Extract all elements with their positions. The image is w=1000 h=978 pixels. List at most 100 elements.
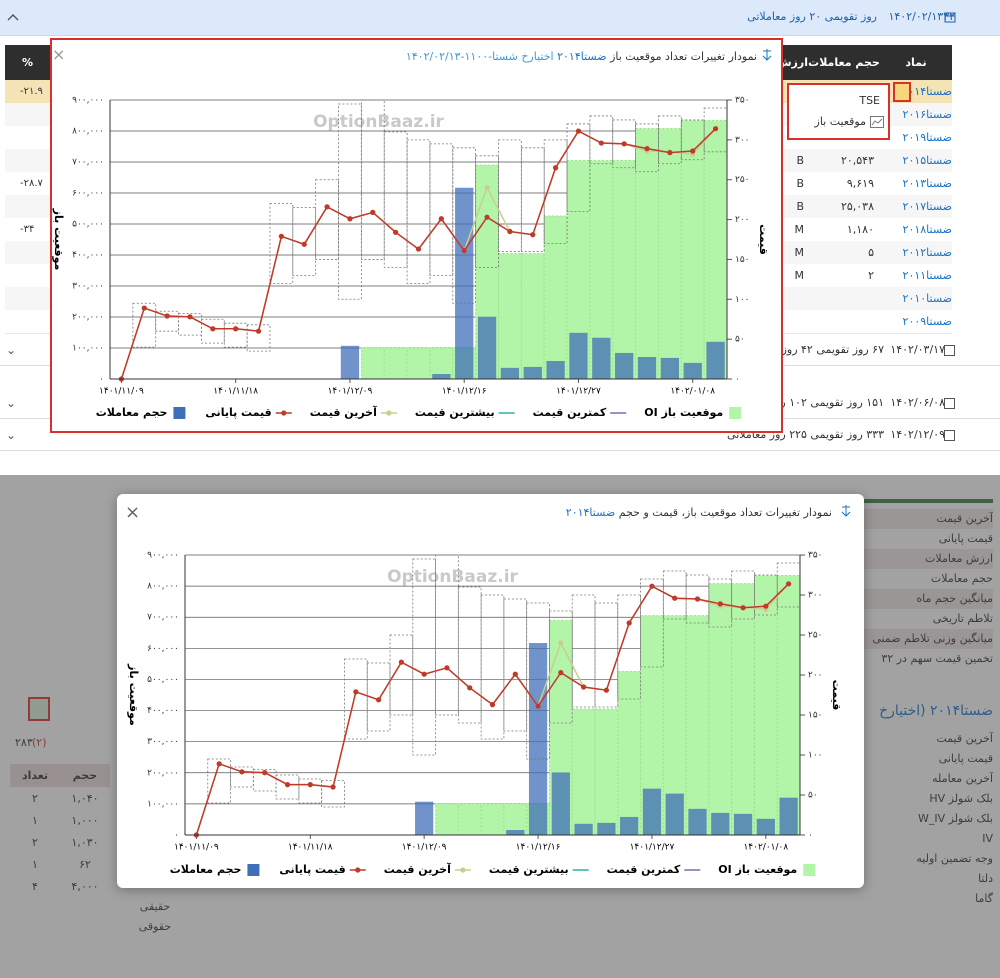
y2-tick-label: ۱۰۰ xyxy=(808,751,823,761)
collapse-icon[interactable] xyxy=(6,10,20,24)
price-range xyxy=(338,103,362,300)
symbol-link[interactable]: ضستا۲۰۱۸ xyxy=(902,223,952,236)
price-point xyxy=(484,185,490,191)
price-point xyxy=(187,314,193,320)
symbol-link[interactable]: ضستا۲۰۱۵ xyxy=(902,154,952,167)
oi-step xyxy=(680,119,705,380)
price-range xyxy=(498,139,522,252)
price-range xyxy=(406,139,431,284)
symbol-link[interactable]: ضستا۲۰۱۱ xyxy=(902,269,952,282)
symbol-link[interactable]: ضستا۲۰۱۴ xyxy=(902,85,952,98)
search-button[interactable] xyxy=(893,82,911,102)
y-tick-label: ۷۰۰,۰۰۰ xyxy=(72,158,104,168)
y2-tick-label: ۳۰۰ xyxy=(735,135,750,145)
menu-item[interactable]: TSE xyxy=(859,94,880,107)
legend-item: بیشترین قیمت xyxy=(489,863,589,876)
price-range xyxy=(594,602,619,708)
collapsed-row[interactable] xyxy=(0,422,1000,451)
y2-tick-label: ۰ xyxy=(808,831,813,841)
volume-bar xyxy=(642,788,662,835)
symbol-link[interactable]: ضستا۲۰۱۳ xyxy=(902,177,952,190)
title-link[interactable]: ضستا۲۰۱۴ xyxy=(565,506,616,519)
y-tick-label: ۸۰۰,۰۰۰ xyxy=(147,582,179,592)
symbol-link[interactable]: ضستا۲۰۰۹ xyxy=(902,315,952,328)
price-point xyxy=(398,659,404,665)
y-tick-label: ۱۰۰,۰۰۰ xyxy=(147,799,179,809)
symbol-link[interactable]: ضستا۲۰۱۷ xyxy=(902,200,952,213)
oi-step xyxy=(406,347,431,380)
symbol-link[interactable]: ضستا۲۰۱۹ xyxy=(902,131,952,144)
volume-bar xyxy=(546,361,565,379)
price-range xyxy=(543,139,568,244)
legend-swatch xyxy=(729,407,742,419)
price-range xyxy=(526,602,550,760)
price-range xyxy=(298,778,323,804)
y-tick-label: ۳۰۰,۰۰۰ xyxy=(72,282,104,292)
y2-tick-label: ۲۰۰ xyxy=(808,671,823,681)
legend-item: کمترین قیمت xyxy=(533,406,627,419)
price-point xyxy=(301,241,307,247)
volume-cell: ۹,۶۱۹ xyxy=(846,177,874,190)
legend-label: قیمت پایانی xyxy=(279,863,345,876)
y-tick-label: ۳۰۰,۰۰۰ xyxy=(147,737,179,747)
price-point xyxy=(255,328,262,334)
price-point xyxy=(330,784,336,790)
y-axis-title: موقعیت باز xyxy=(52,208,65,271)
legend-label: بیشترین قیمت xyxy=(489,863,569,876)
volume-bar xyxy=(432,374,451,379)
legend-label: کمترین قیمت xyxy=(533,406,607,419)
x-tick-label: ۱۴۰۱/۱۱/۰۹ xyxy=(99,387,144,397)
price-point xyxy=(467,685,473,691)
column-header: حجم معاملات xyxy=(808,56,880,69)
y2-tick-label: ۲۵۰ xyxy=(735,175,750,185)
price-range xyxy=(223,322,248,348)
legend-item: حجم معاملات xyxy=(170,863,260,876)
price-point xyxy=(621,141,627,147)
oi-step xyxy=(685,615,710,836)
volume-cell: ۱,۱۸۰ xyxy=(846,223,874,236)
oi-step xyxy=(703,119,728,380)
legend-swatch xyxy=(386,410,392,416)
legend-label: آخرین قیمت xyxy=(310,405,377,419)
symbol-link[interactable]: ضستا۲۰۱۰ xyxy=(902,292,952,305)
volume-bar xyxy=(665,793,684,835)
symbol-link[interactable]: ضستا۲۰۱۲ xyxy=(902,246,952,259)
price-point xyxy=(626,620,632,626)
price-point xyxy=(763,603,769,609)
close-button[interactable]: × xyxy=(52,45,66,64)
row-date: ۱۴۰۲/۰۶/۰۸ xyxy=(890,396,945,409)
close-button[interactable]: × xyxy=(125,502,141,523)
title-link[interactable]: ضستا۲۰۱۴ xyxy=(557,50,607,63)
chevron: ⌄ xyxy=(6,428,17,442)
oi-step xyxy=(753,575,778,836)
price-point xyxy=(690,148,696,154)
price-point xyxy=(233,326,239,332)
oi-step xyxy=(612,159,637,380)
oi-step xyxy=(708,583,733,836)
oi-step xyxy=(617,670,642,836)
y-tick-label: ۲۰۰,۰۰۰ xyxy=(147,768,179,778)
volume-bar xyxy=(620,816,639,835)
price-point xyxy=(575,128,582,134)
legend-item: OI موقعیت باز xyxy=(644,406,742,419)
legend-label: کمترین قیمت xyxy=(607,863,681,876)
legend-label: OI موقعیت باز xyxy=(644,406,723,419)
calendar-icon xyxy=(944,430,955,441)
unit-cell: M xyxy=(794,246,805,259)
symbol-link[interactable]: ضستا۲۰۱۶ xyxy=(902,108,952,121)
volume-bar xyxy=(779,797,798,835)
menu-item[interactable]: موقعیت باز xyxy=(814,115,866,128)
price-point xyxy=(717,601,723,607)
legend-item: حجم معاملات xyxy=(96,406,186,419)
expiry-header[interactable]: ۱۴۰۲/۰۲/۱۳۳۲ روز تقویمی ۲۰ روز معاملاتی xyxy=(0,0,1000,36)
x-tick-label: ۱۴۰۱/۱۲/۰۹ xyxy=(402,843,447,853)
watermark: OptionBaaz.ir xyxy=(387,567,518,587)
price-range xyxy=(269,203,294,284)
calendar-icon xyxy=(944,12,956,23)
price-point xyxy=(649,583,655,589)
y2-tick-label: ۳۵۰ xyxy=(808,551,823,561)
oi-step xyxy=(594,708,619,836)
legend-swatch xyxy=(355,867,361,873)
price-point xyxy=(603,687,609,693)
price-point xyxy=(598,140,604,146)
